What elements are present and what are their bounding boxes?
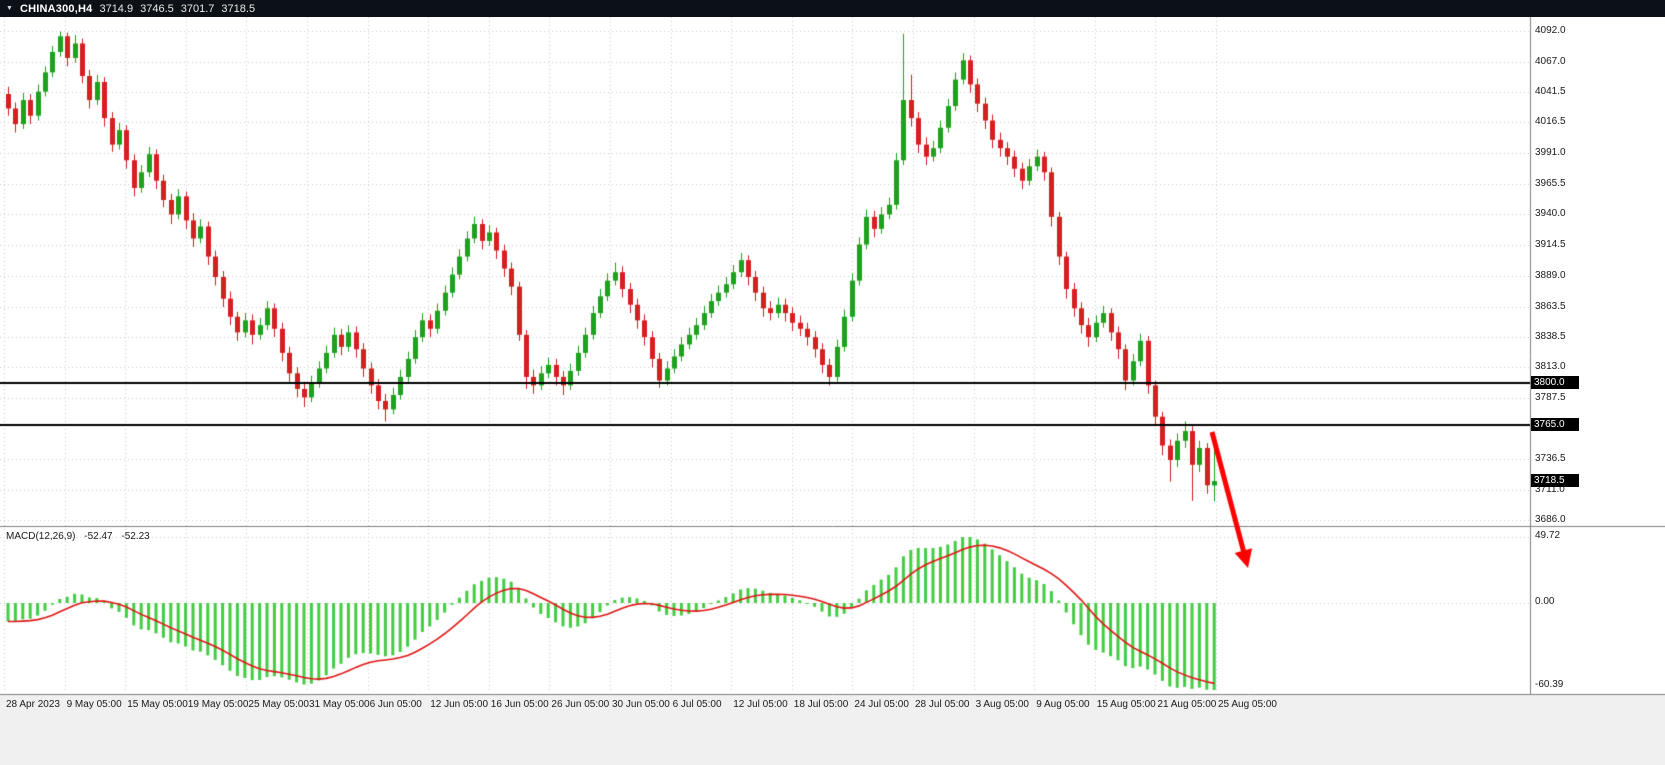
time-axis-label: 28 Apr 2023 (6, 699, 60, 710)
price-axis-label: 3965.5 (1535, 177, 1566, 189)
time-axis-label: 15 Aug 05:00 (1096, 699, 1156, 710)
price-axis-label: 3787.5 (1535, 392, 1566, 403)
macd-main-value: -52.47 (84, 531, 113, 542)
time-axis-label: 25 Aug 05:00 (1218, 699, 1277, 710)
macd-indicator-label: MACD(12,26,9) -52.47 -52.23 (6, 531, 156, 542)
price-axis-label: 3940.0 (1535, 208, 1566, 220)
time-axis-label: 19 May 05:00 (187, 699, 249, 710)
time-axis-label: 31 May 05:00 (309, 699, 370, 710)
time-axis-label: 21 Aug 05:00 (1157, 699, 1217, 710)
price-axis-label: 3838.5 (1535, 330, 1566, 342)
price-axis-label: 3914.5 (1535, 239, 1566, 251)
time-axis-label: 12 Jul 05:00 (733, 699, 788, 710)
time-axis-label: 12 Jun 05:00 (430, 699, 489, 710)
macd-axis-label-bottom: -60.39 (1535, 679, 1564, 690)
time-axis-label: 26 Jun 05:00 (551, 699, 610, 710)
time-axis-label: 9 Aug 05:00 (1036, 699, 1090, 710)
ohlc-high: 3746.5 (140, 2, 174, 15)
macd-axis-label-top: 49.72 (1535, 530, 1561, 541)
price-axis-label: 4016.5 (1535, 116, 1566, 128)
time-axis-label: 18 Jul 05:00 (793, 699, 849, 710)
time-axis-label: 30 Jun 05:00 (612, 699, 670, 710)
ohlc-close: 3718.5 (221, 2, 256, 15)
price-axis-label: 3711.0 (1535, 484, 1565, 496)
price-axis-label: 3736.5 (1535, 453, 1566, 465)
current-price-tag: 3718.5 (1531, 474, 1579, 488)
price-axis-label: 3813.0 (1535, 361, 1566, 373)
price-axis-label: 3686.0 (1535, 514, 1566, 526)
macd-title: MACD(12,26,9) (6, 531, 76, 542)
price-level-tag: 3800.0 (1531, 375, 1579, 389)
macd-signal-value: -52.23 (121, 531, 150, 542)
time-axis-label: 6 Jun 05:00 (369, 699, 422, 710)
price-axis-label: 3863.5 (1535, 300, 1566, 312)
time-axis-label: 28 Jul 05:00 (915, 699, 970, 710)
time-axis-label: 15 May 05:00 (127, 699, 188, 710)
time-axis-label: 9 May 05:00 (66, 699, 122, 710)
price-level-tag: 3765.0 (1531, 418, 1579, 432)
macd-axis-label-zero: 0.00 (1535, 596, 1555, 607)
symbol-title: CHINA300,H4 (19, 2, 93, 15)
time-axis-label: 25 May 05:00 (248, 699, 309, 710)
chart-header: ▼ CHINA300,H4 3714.9 3746.5 3701.7 3718.… (0, 0, 1665, 17)
time-axis-label: 24 Jul 05:00 (854, 699, 909, 710)
price-axis-label: 3991.0 (1535, 147, 1566, 159)
ohlc-low: 3701.7 (180, 2, 215, 15)
time-axis[interactable]: 28 Apr 2023 9 May 05:00 15 May 05:00 19 May… (0, 695, 1531, 717)
price-axis-label: 4067.0 (1535, 55, 1566, 67)
time-axis-label: 16 Jun 05:00 (490, 699, 549, 710)
price-axis[interactable]: 4092.0 4067.0 4041.5 4016.5 3991.0 3965.5 3940… (1531, 17, 1665, 694)
price-axis-label: 3889.0 (1535, 269, 1566, 281)
price-axis-label: 4092.0 (1535, 25, 1566, 37)
time-axis-label: 6 Jul 05:00 (672, 699, 722, 710)
price-axis-label: 4041.5 (1535, 86, 1566, 98)
time-axis-label: 3 Aug 05:00 (975, 699, 1029, 710)
ohlc-open: 3714.9 (99, 2, 134, 15)
symbol-dropdown-icon[interactable]: ▼ (6, 5, 13, 12)
